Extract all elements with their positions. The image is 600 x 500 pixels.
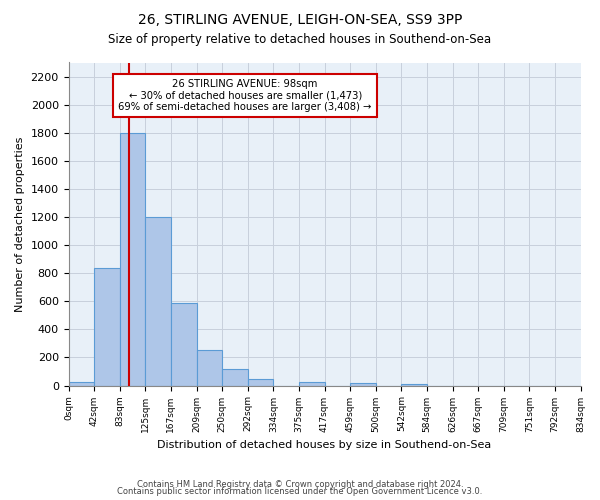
Bar <box>350 383 376 386</box>
Bar <box>120 132 145 386</box>
Bar <box>68 382 94 386</box>
Bar <box>94 268 120 386</box>
Text: Size of property relative to detached houses in Southend-on-Sea: Size of property relative to detached ho… <box>109 32 491 46</box>
Bar <box>171 302 197 386</box>
Bar <box>401 384 427 386</box>
Bar <box>145 217 171 386</box>
Bar <box>197 350 222 386</box>
Bar <box>299 382 325 386</box>
Bar <box>222 368 248 386</box>
Text: 26 STIRLING AVENUE: 98sqm
← 30% of detached houses are smaller (1,473)
69% of se: 26 STIRLING AVENUE: 98sqm ← 30% of detac… <box>118 78 372 112</box>
Text: 26, STIRLING AVENUE, LEIGH-ON-SEA, SS9 3PP: 26, STIRLING AVENUE, LEIGH-ON-SEA, SS9 3… <box>138 12 462 26</box>
Text: Contains HM Land Registry data © Crown copyright and database right 2024.: Contains HM Land Registry data © Crown c… <box>137 480 463 489</box>
Text: Contains public sector information licensed under the Open Government Licence v3: Contains public sector information licen… <box>118 487 482 496</box>
X-axis label: Distribution of detached houses by size in Southend-on-Sea: Distribution of detached houses by size … <box>157 440 491 450</box>
Bar <box>248 379 274 386</box>
Y-axis label: Number of detached properties: Number of detached properties <box>15 136 25 312</box>
